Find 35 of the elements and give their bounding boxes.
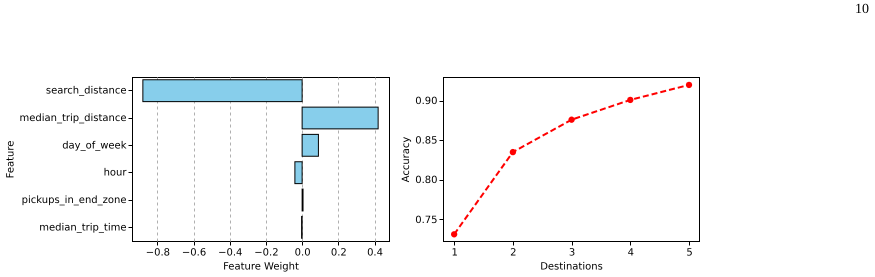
bar [302, 106, 379, 130]
x-tick-label: 1 [451, 248, 458, 258]
y-tick-label: day_of_week [62, 140, 127, 152]
x-tick-label: 0.0 [294, 248, 311, 258]
bar [294, 161, 303, 184]
y-tick-label: 0.75 [415, 214, 438, 226]
x-tick-label: 5 [686, 248, 693, 258]
x-tick-label: 0.4 [367, 248, 383, 258]
y-tick-label: median_trip_distance [19, 113, 126, 124]
y-axis-title: Accuracy [401, 136, 412, 182]
y-tick-label: 0.85 [415, 136, 438, 147]
x-axis-title: Feature Weight [223, 262, 299, 272]
x-tick-label: −0.4 [218, 248, 242, 258]
point [568, 116, 575, 123]
x-tick-label: −0.8 [146, 248, 170, 258]
y-tick-label: median_trip_time [39, 222, 126, 234]
point [450, 231, 458, 238]
x-tick-label: 2 [510, 248, 517, 258]
y-tick-label: search_distance [46, 86, 126, 97]
x-tick-label: 3 [568, 248, 576, 258]
point [627, 96, 634, 104]
bar [302, 134, 319, 157]
point [510, 148, 516, 156]
y-tick-label: 0.80 [415, 175, 438, 186]
x-tick-label: 0.2 [330, 248, 347, 258]
x-axis-title: Destinations [540, 262, 603, 272]
y-tick-label: pickups_in_end_zone [22, 195, 126, 206]
x-tick-label: 4 [628, 248, 634, 258]
x-tick-label: −0.2 [254, 248, 279, 258]
text: 10 [855, 2, 869, 18]
y-tick-label: hour [104, 168, 128, 179]
y-tick-label: 0.90 [415, 96, 438, 108]
point [686, 82, 692, 88]
y-axis-title: Feature [5, 140, 16, 178]
x-tick-label: −0.6 [182, 248, 206, 258]
